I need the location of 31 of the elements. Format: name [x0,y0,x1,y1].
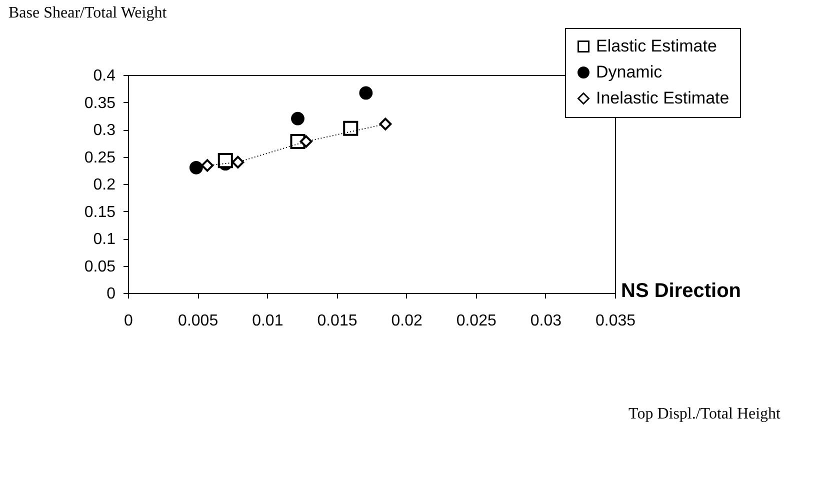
y-tick-label: 0.1 [93,231,116,248]
point [189,160,203,174]
legend-label: Elastic Estimate [596,36,717,56]
y-tick-label: 0.25 [84,149,116,166]
x-tick-label: 0.025 [456,312,496,330]
x-tick-label: 0.035 [595,312,636,330]
point [201,159,214,172]
point [359,86,373,100]
y-tick-label: 0 [106,286,116,302]
legend-label: Dynamic [596,62,663,82]
y-tick-label: 0.2 [93,176,116,194]
point [379,118,392,130]
x-tick-label: 0.015 [317,312,358,330]
y-axis-title: Base Shear/Total Weight [8,4,168,22]
x-tick-label: 0.02 [391,312,422,330]
y-tick-label: 0.35 [84,94,116,112]
y-tick-label: 0.05 [84,258,116,276]
legend-label: Inelastic Estimate [596,88,730,108]
y-tick-label: 0.15 [84,204,116,221]
point [291,112,304,126]
x-tick-label: 0 [124,312,134,330]
point [232,156,244,168]
y-tick-label: 0.3 [93,122,116,139]
x-tick-label: 0.03 [530,312,562,330]
x-tick-label: 0.01 [252,312,284,330]
point [300,135,312,148]
x-axis-title: Top Displ./Total Height [628,406,782,422]
y-tick-label: 0.4 [93,68,116,84]
x-tick-label: 0.005 [178,312,218,330]
point [343,120,358,136]
text: NS Direction [621,280,742,302]
